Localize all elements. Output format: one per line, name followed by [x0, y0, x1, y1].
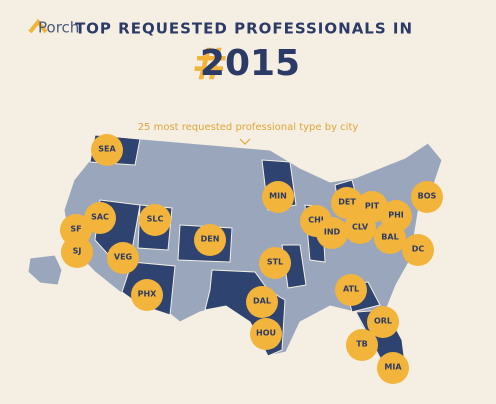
- city-marker: [402, 234, 434, 266]
- city-marker: [367, 306, 399, 338]
- brand-logo: [28, 18, 48, 34]
- brand: Porch: [38, 19, 79, 37]
- city-code: HOU: [256, 329, 276, 338]
- city-code: TB: [356, 340, 368, 349]
- city-code: MIA: [384, 363, 402, 372]
- subtitle: 25 most requested professional type by c…: [138, 122, 359, 133]
- city-marker: [262, 181, 294, 213]
- city-marker: [335, 274, 367, 306]
- city-code: IND: [324, 228, 341, 237]
- city-marker: [377, 352, 409, 384]
- city-marker: [194, 224, 226, 256]
- city-code: STL: [267, 258, 283, 267]
- city-code: SF: [70, 225, 81, 234]
- city-code: CHI: [308, 216, 324, 225]
- city-code: CLV: [352, 223, 369, 232]
- city-marker: [411, 181, 443, 213]
- city-marker: [331, 187, 363, 219]
- city-marker: [374, 222, 406, 254]
- city-marker: [84, 202, 116, 234]
- city-code: ATL: [343, 285, 359, 294]
- year: 2015: [200, 43, 300, 84]
- city-marker: [259, 247, 291, 279]
- alaska: [27, 254, 63, 286]
- city-code: VEG: [114, 253, 132, 262]
- chevron: [239, 138, 251, 145]
- city-marker: [246, 286, 278, 318]
- city-code: SAC: [91, 213, 109, 222]
- city-code: ORL: [374, 317, 392, 326]
- city-code: PIT: [365, 202, 380, 211]
- city-marker: [91, 134, 123, 166]
- city-markers: SEA SAC SF SJ VEG SLC PHX DEN MIN CHI DET IND CLV PIT…: [60, 134, 443, 384]
- city-code: SEA: [98, 145, 116, 154]
- city-code: MIN: [269, 192, 287, 201]
- city-code: PHX: [138, 290, 158, 299]
- city-code: PHI: [388, 211, 404, 220]
- city-code: BAL: [381, 233, 398, 242]
- city-code: SJ: [73, 247, 82, 256]
- city-marker: [356, 191, 388, 223]
- city-code: DEN: [201, 235, 220, 244]
- city-marker: [131, 279, 163, 311]
- city-code: SLC: [147, 215, 164, 224]
- title: TOP REQUESTED PROFESSIONALS IN: [75, 20, 413, 38]
- city-marker: [316, 217, 348, 249]
- city-marker: [346, 329, 378, 361]
- hashtag: #: [192, 39, 229, 90]
- city-code: DAL: [253, 297, 271, 306]
- city-code: DET: [338, 198, 356, 207]
- city-marker: [61, 236, 93, 268]
- city-marker: [250, 318, 282, 350]
- city-marker: [107, 242, 139, 274]
- city-marker: [139, 204, 171, 236]
- city-code: DC: [412, 245, 425, 254]
- city-code: BOS: [418, 192, 437, 201]
